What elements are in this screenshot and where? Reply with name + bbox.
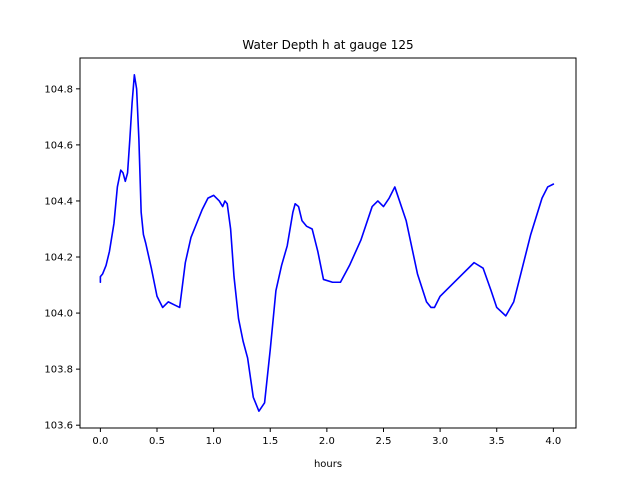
plot-frame [79,57,577,429]
y-tick-label: 104.8 [44,84,73,95]
plot-area [80,58,576,428]
x-tick-label: 2.5 [376,436,392,447]
y-axis-ticks: 103.6 103.8 104.0 104.2 104.4 104.6 104.8 [44,84,80,432]
y-tick-label: 103.8 [44,365,73,376]
x-tick-label: 0.5 [149,436,165,447]
x-axis-label: hours [314,459,342,470]
x-tick-label: 4.0 [545,436,561,447]
x-axis-ticks: 0.0 0.5 1.0 1.5 2.0 2.5 3.0 3.5 4.0 [92,428,561,447]
y-tick-label: 104.2 [44,253,73,264]
y-tick-label: 104.0 [44,309,73,320]
x-tick-label: 3.0 [432,436,448,447]
x-tick-label: 2.0 [319,436,335,447]
x-tick-label: 0.0 [92,436,108,447]
x-tick-label: 3.5 [489,436,505,447]
y-tick-label: 103.6 [44,421,73,432]
x-tick-label: 1.5 [262,436,278,447]
x-tick-label: 1.0 [206,436,222,447]
data-layer [99,74,555,412]
chart-title: Water Depth h at gauge 125 [242,38,413,52]
y-tick-label: 104.6 [44,140,73,151]
y-tick-label: 104.4 [44,196,73,207]
series-line-0 [99,74,555,412]
